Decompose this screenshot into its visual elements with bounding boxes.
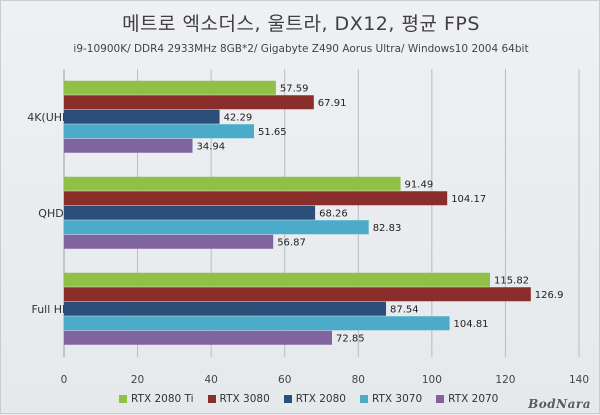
bar [64,220,369,235]
legend-swatch [359,395,368,403]
data-label: 72.85 [336,334,365,345]
chart-subtitle: i9-10900K/ DDR4 2933MHz 8GB*2/ Gigabyte … [73,43,529,55]
data-label: 42.29 [224,113,253,124]
x-tick-label: 80 [352,374,365,386]
bar [64,234,274,249]
bar [64,272,491,287]
data-label: 87.54 [390,305,419,316]
data-label: 82.83 [373,223,402,234]
chart-legend: RTX 2080 Ti RTX 3080 RTX 2080 RTX 3070 RTX 2… [119,393,539,405]
bar [64,176,401,191]
category-label: Full HD [31,303,70,316]
legend-label: RTX 3080 [219,393,270,405]
legend-item: RTX 3070 [359,393,423,405]
legend-swatch [207,395,216,403]
bar [64,205,316,220]
x-tick-label: 40 [204,374,217,386]
legend-label: RTX 2080 [295,393,346,405]
x-tick-label: 100 [422,374,442,386]
data-label: 104.81 [454,319,489,330]
x-tick-label: 0 [61,374,68,386]
bar [64,330,332,345]
bar [64,95,314,110]
legend-label: RTX 2080 Ti [131,393,194,405]
bar [64,191,448,206]
data-label: 57.59 [280,84,309,95]
legend-swatch [283,395,292,403]
legend-swatch [119,395,127,403]
chart-title: 메트로 엑소더스, 울트라, DX12, 평균 FPS [122,13,480,35]
bar [64,124,254,139]
legend-item: RTX 2070 [436,393,498,405]
bar [64,316,450,331]
x-tick-label: 120 [495,374,515,386]
data-label: 126.9 [535,290,564,301]
data-label: 68.26 [319,209,348,220]
legend-label: RTX 3070 [371,393,423,405]
bar [64,287,531,302]
legend-label: RTX 2070 [448,393,499,405]
legend-item: RTX 2080 Ti [119,393,194,405]
data-label: 67.91 [318,98,347,109]
category-label: QHD [38,207,63,220]
category-label: 4K(UHD) [27,111,75,124]
bar [64,80,276,95]
data-label: 34.94 [197,142,226,153]
x-tick-label: 140 [569,374,589,386]
bar [64,301,387,316]
data-label: 56.87 [277,238,306,249]
data-label: 104.17 [451,194,486,205]
legend-item: RTX 2080 [283,393,346,405]
legend-swatch [436,395,445,403]
x-tick-label: 20 [131,374,144,386]
data-label: 91.49 [405,180,434,191]
bar [64,109,220,124]
data-label: 115.82 [494,276,529,287]
bodnara-watermark: BodNara [528,397,591,411]
legend-item: RTX 3080 [207,393,270,405]
bar [64,138,193,153]
data-label: 51.65 [258,127,287,138]
x-tick-label: 60 [278,374,291,386]
